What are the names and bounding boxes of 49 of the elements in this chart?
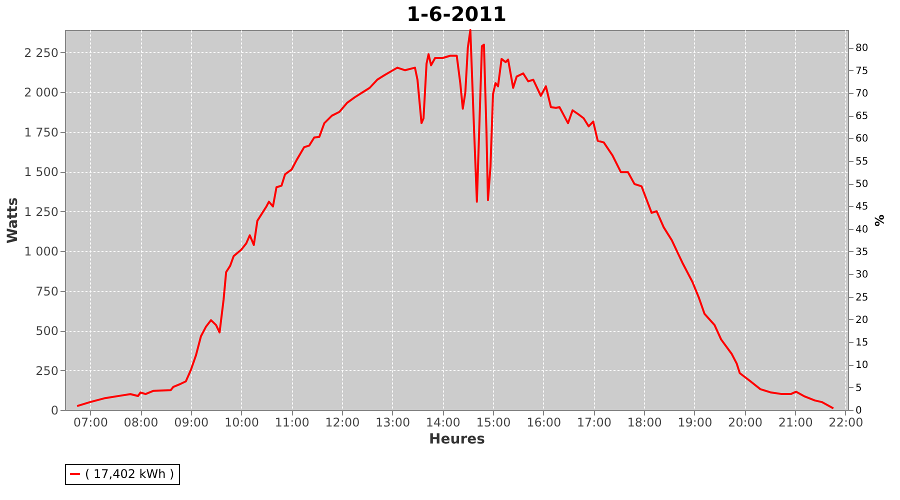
y-tick-label: 1 250 xyxy=(24,204,58,219)
y2-tick-label: 80 xyxy=(856,43,868,54)
y2-tick-label: 30 xyxy=(856,270,868,281)
y2-tick-label: 50 xyxy=(856,179,868,190)
line-series xyxy=(76,29,834,410)
y2-tick-label: 10 xyxy=(856,360,868,372)
y2-tick-label: 40 xyxy=(856,224,868,236)
x-tick-label: 19:00 xyxy=(678,416,712,430)
y2-tick-label: 55 xyxy=(856,156,868,168)
y2-tick-label: 35 xyxy=(856,246,868,258)
y-tick-label: 2 000 xyxy=(24,86,58,100)
x-tick-label: 11:00 xyxy=(274,416,310,430)
y-tick-label: 1 500 xyxy=(24,165,58,180)
x-tick-label: 07:00 xyxy=(73,416,108,430)
y-tick-label: 750 xyxy=(36,284,58,298)
y-tick-label: 1 000 xyxy=(24,244,58,259)
y2-tick-label: 5 xyxy=(856,382,862,394)
y2-tick-label: 20 xyxy=(856,314,868,326)
x-tick-label: 17:00 xyxy=(576,416,612,430)
y2-tick-label: 60 xyxy=(856,134,868,145)
x-tick-label: 08:00 xyxy=(124,416,158,430)
x-tick-label: 16:00 xyxy=(526,416,562,430)
y-tick-label: 250 xyxy=(36,364,58,378)
y2-tick-label: 45 xyxy=(856,202,868,213)
y-tick-label: 2 250 xyxy=(24,46,58,60)
y-tick-label: 500 xyxy=(36,324,58,338)
y2-tick-label: 25 xyxy=(856,292,868,304)
y2-tick-label: 65 xyxy=(856,111,868,122)
y2-tick-label: 70 xyxy=(856,88,868,100)
x-tick-label: 21:00 xyxy=(778,416,813,430)
x-axis-title: Heures xyxy=(429,432,485,448)
chart-title: 1-6-2011 xyxy=(406,2,507,26)
x-tick-label: 12:00 xyxy=(325,416,360,430)
y-tick-label: 1 750 xyxy=(24,125,58,140)
x-tick-label: 22:00 xyxy=(828,416,864,430)
y-axis-title: Watts xyxy=(5,197,22,244)
x-tick-label: 13:00 xyxy=(376,416,410,430)
x-tick-label: 20:00 xyxy=(728,416,763,430)
y2-axis-title: % xyxy=(872,214,886,227)
y2-tick-label: 75 xyxy=(856,66,868,77)
x-tick-label: 15:00 xyxy=(476,416,511,430)
x-tick-label: 10:00 xyxy=(224,416,260,430)
y2-tick-label: 0 xyxy=(856,406,862,416)
y-tick-label: 0 xyxy=(50,404,58,418)
legend-label: ( 17,402 kWh ) xyxy=(85,467,174,481)
y2-tick-label: 15 xyxy=(856,338,868,349)
x-tick-label: 18:00 xyxy=(627,416,662,430)
x-tick-label: 14:00 xyxy=(426,416,460,430)
x-tick-label: 09:00 xyxy=(174,416,209,430)
